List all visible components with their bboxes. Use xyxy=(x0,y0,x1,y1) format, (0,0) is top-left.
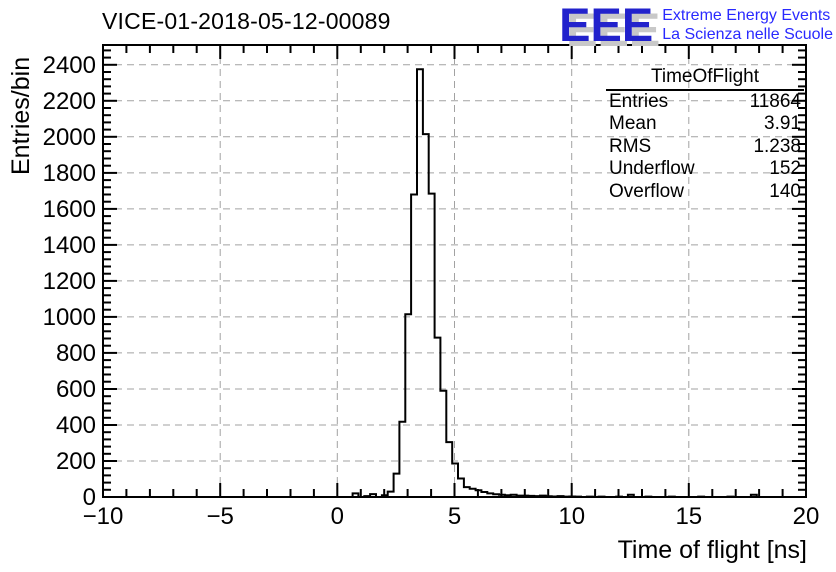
stats-value: 3.91 xyxy=(764,113,801,135)
svg-text:200: 200 xyxy=(56,448,96,475)
svg-text:800: 800 xyxy=(56,340,96,367)
stats-label: Underflow xyxy=(609,158,695,180)
svg-text:1800: 1800 xyxy=(43,160,96,187)
stats-row-underflow: Underflow 152 xyxy=(606,158,804,180)
stats-value: 140 xyxy=(769,180,801,202)
page-title: VICE-01-2018-05-12-00089 xyxy=(102,8,391,34)
svg-text:−5: −5 xyxy=(207,503,234,530)
svg-text:15: 15 xyxy=(675,503,702,530)
svg-text:2400: 2400 xyxy=(43,52,96,79)
x-axis-title: Time of flight [ns] xyxy=(617,536,807,564)
svg-text:2200: 2200 xyxy=(43,88,96,115)
svg-text:1600: 1600 xyxy=(43,196,96,223)
stats-row-entries: Entries 11864 xyxy=(606,91,804,113)
eee-logo: EEE Extreme Energy Events La Scienza nel… xyxy=(559,0,833,51)
svg-text:20: 20 xyxy=(793,503,820,530)
svg-text:400: 400 xyxy=(56,412,96,439)
svg-text:1200: 1200 xyxy=(43,268,96,295)
eee-logo-acronym: EEE xyxy=(559,0,654,51)
stats-label: Overflow xyxy=(609,180,684,202)
stats-row-overflow: Overflow 140 xyxy=(606,181,804,203)
eee-logo-line1: Extreme Energy Events xyxy=(662,7,831,24)
stats-label: Mean xyxy=(609,113,657,135)
svg-text:0: 0 xyxy=(83,484,96,511)
stats-label: Entries xyxy=(609,91,669,112)
stats-label: RMS xyxy=(609,135,652,157)
svg-text:600: 600 xyxy=(56,376,96,403)
stats-value: 11864 xyxy=(749,91,801,112)
svg-text:1000: 1000 xyxy=(43,304,96,331)
svg-text:2000: 2000 xyxy=(43,124,96,151)
eee-logo-line2: La Scienza nelle Scuole xyxy=(662,26,833,43)
svg-text:1400: 1400 xyxy=(43,232,96,259)
svg-text:5: 5 xyxy=(448,503,461,530)
stats-box: TimeOfFlight Entries 11864 Mean 3.91 RMS… xyxy=(606,66,804,203)
eee-logo-text: Extreme Energy Events La Scienza nelle S… xyxy=(662,3,833,44)
stats-value: 152 xyxy=(769,158,801,180)
svg-text:0: 0 xyxy=(331,503,344,530)
y-axis-title: Entries/bin xyxy=(7,56,35,175)
svg-text:10: 10 xyxy=(558,503,585,530)
stats-row-mean: Mean 3.91 xyxy=(606,113,804,135)
stats-value: 1.238 xyxy=(753,135,801,157)
stats-title: TimeOfFlight xyxy=(606,66,804,91)
stats-row-rms: RMS 1.238 xyxy=(606,136,804,158)
svg-text:−10: −10 xyxy=(83,503,124,530)
